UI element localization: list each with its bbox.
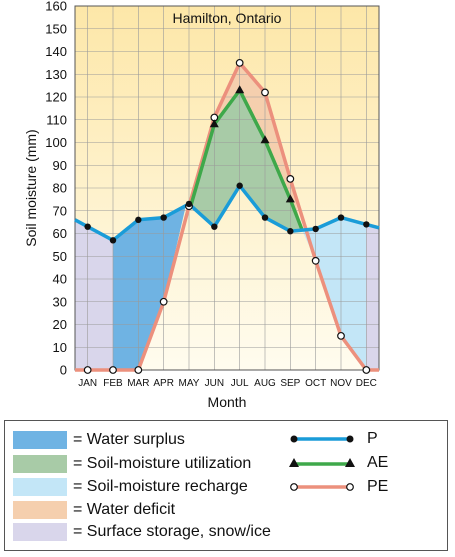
- legend-water-surplus: = Water surplus: [13, 430, 185, 450]
- legend-line-p-label: P: [367, 430, 378, 447]
- series-line-p: [74, 183, 380, 243]
- point-pe-jan: [83, 366, 92, 374]
- point-p-jan: [84, 223, 91, 230]
- legend-line-pe: PE: [289, 477, 388, 497]
- y-tick-label-100: 100: [45, 135, 67, 150]
- y-tick-label-70: 70: [53, 203, 67, 218]
- x-tick-label-nov: NOV: [330, 378, 352, 389]
- point-pe-sep: [286, 174, 295, 183]
- y-tick-label-90: 90: [53, 158, 67, 173]
- water-balance-chart: 0 10 20 30 40 50 60 70 80 90 100 110 120 130 140 150 160…: [23, 0, 380, 410]
- legend-swatch-soil-moisture-recharge: [13, 478, 67, 496]
- legend-line-pe-label: PE: [367, 478, 389, 495]
- y-tick-label-50: 50: [53, 249, 67, 264]
- point-p-apr: [160, 214, 167, 221]
- y-tick-label-120: 120: [45, 90, 67, 105]
- point-ae-sep: [285, 194, 295, 203]
- x-tick-label-jan: JAN: [78, 378, 97, 389]
- point-pe-dec: [362, 366, 371, 374]
- point-p-aug: [261, 214, 269, 221]
- point-ae-jul: [235, 85, 245, 94]
- area-water-surplus: [113, 205, 186, 370]
- legend-label-water-deficit: = Water deficit: [73, 501, 176, 518]
- legend-line-ae-label: AE: [367, 454, 389, 471]
- legend-water-deficit: = Water deficit: [13, 500, 175, 520]
- y-tick-label-160: 160: [45, 0, 67, 14]
- point-pe-apr: [159, 297, 168, 306]
- legend-line-pe-icon: [290, 483, 354, 491]
- area-surface-storage-winter: [75, 219, 113, 370]
- y-tick-label-140: 140: [45, 44, 67, 59]
- area-surface-storage-december: [366, 224, 379, 370]
- legend-soil-moisture-recharge: = Soil-moisture recharge: [13, 477, 248, 497]
- point-pe-oct: [311, 256, 320, 265]
- point-p-nov: [337, 214, 345, 221]
- x-tick-label-sep: SEP: [280, 378, 300, 389]
- area-soil-moisture-recharge: [301, 217, 367, 370]
- legend-surface-storage: = Surface storage, snow/ice: [13, 522, 271, 542]
- point-p-dec: [363, 221, 370, 228]
- legend-line-ae-icon: [289, 458, 355, 467]
- point-ae-aug: [260, 135, 270, 144]
- x-tick-label-oct: OCT: [305, 378, 326, 389]
- legend-line-p: P: [289, 429, 378, 449]
- point-p-sep: [287, 228, 294, 235]
- y-tick-label-80: 80: [53, 181, 67, 196]
- legend-swatch-soil-moisture-utilization: [13, 455, 67, 473]
- x-tick-label-mar: MAR: [127, 378, 149, 389]
- series-line-pe: [75, 61, 379, 372]
- plot-frame: [74, 5, 380, 371]
- legend-line-p-icon: [290, 435, 354, 443]
- x-tick-label-feb: FEB: [103, 378, 123, 389]
- x-tick-label-dec: DEC: [356, 378, 377, 389]
- point-pe-mar: [134, 366, 143, 374]
- point-p-feb: [109, 237, 117, 244]
- x-tick-label-jul: JUL: [231, 378, 249, 389]
- legend-swatch-surface-storage: [13, 523, 67, 541]
- legend-soil-moisture-utilization: = Soil-moisture utilization: [13, 454, 251, 474]
- y-tick-label-20: 20: [53, 317, 67, 332]
- legend-label-water-surplus: = Water surplus: [73, 431, 185, 448]
- y-tick-label-40: 40: [53, 272, 67, 287]
- chart-title: Hamilton, Ontario: [173, 10, 282, 26]
- y-tick-label-110: 110: [46, 112, 67, 127]
- y-tick-label-0: 0: [60, 363, 67, 378]
- series-line-ae: [189, 88, 304, 230]
- x-tick-label-jun: JUN: [205, 378, 224, 389]
- point-pe-jul: [235, 58, 244, 67]
- point-p-may: [185, 200, 193, 208]
- y-tick-label-130: 130: [45, 67, 67, 82]
- x-tick-label-aug: AUG: [254, 378, 276, 389]
- legend-swatch-water-surplus: [13, 431, 67, 449]
- point-p-jul: [236, 182, 243, 189]
- x-tick-label-apr: APR: [153, 378, 174, 389]
- point-pe-aug: [261, 88, 269, 97]
- area-soil-moisture-utilization: [191, 90, 302, 232]
- legend-label-soil-moisture-recharge: = Soil-moisture recharge: [73, 478, 248, 495]
- legend: = Water surplus = Soil-moisture utilizat…: [4, 420, 448, 551]
- legend-label-surface-storage: = Surface storage, snow/ice: [73, 523, 271, 540]
- point-p-oct: [312, 225, 319, 233]
- y-tick-label-30: 30: [53, 294, 67, 309]
- point-p-mar: [135, 216, 142, 224]
- legend-swatch-water-deficit: [13, 501, 67, 519]
- point-pe-feb: [109, 366, 117, 374]
- y-tick-label-10: 10: [53, 340, 67, 355]
- y-axis-label: Soil moisture (mm): [23, 129, 39, 246]
- point-pe-nov: [337, 331, 345, 340]
- legend-line-ae: AE: [289, 453, 388, 473]
- point-ae-jun: [209, 119, 219, 128]
- legend-label-soil-moisture-utilization: = Soil-moisture utilization: [73, 455, 252, 472]
- x-tick-label-may: MAY: [179, 378, 200, 389]
- x-axis-label: Month: [208, 394, 247, 410]
- point-p-jun: [211, 223, 218, 230]
- y-tick-label-150: 150: [45, 21, 67, 36]
- y-tick-label-60: 60: [53, 226, 67, 241]
